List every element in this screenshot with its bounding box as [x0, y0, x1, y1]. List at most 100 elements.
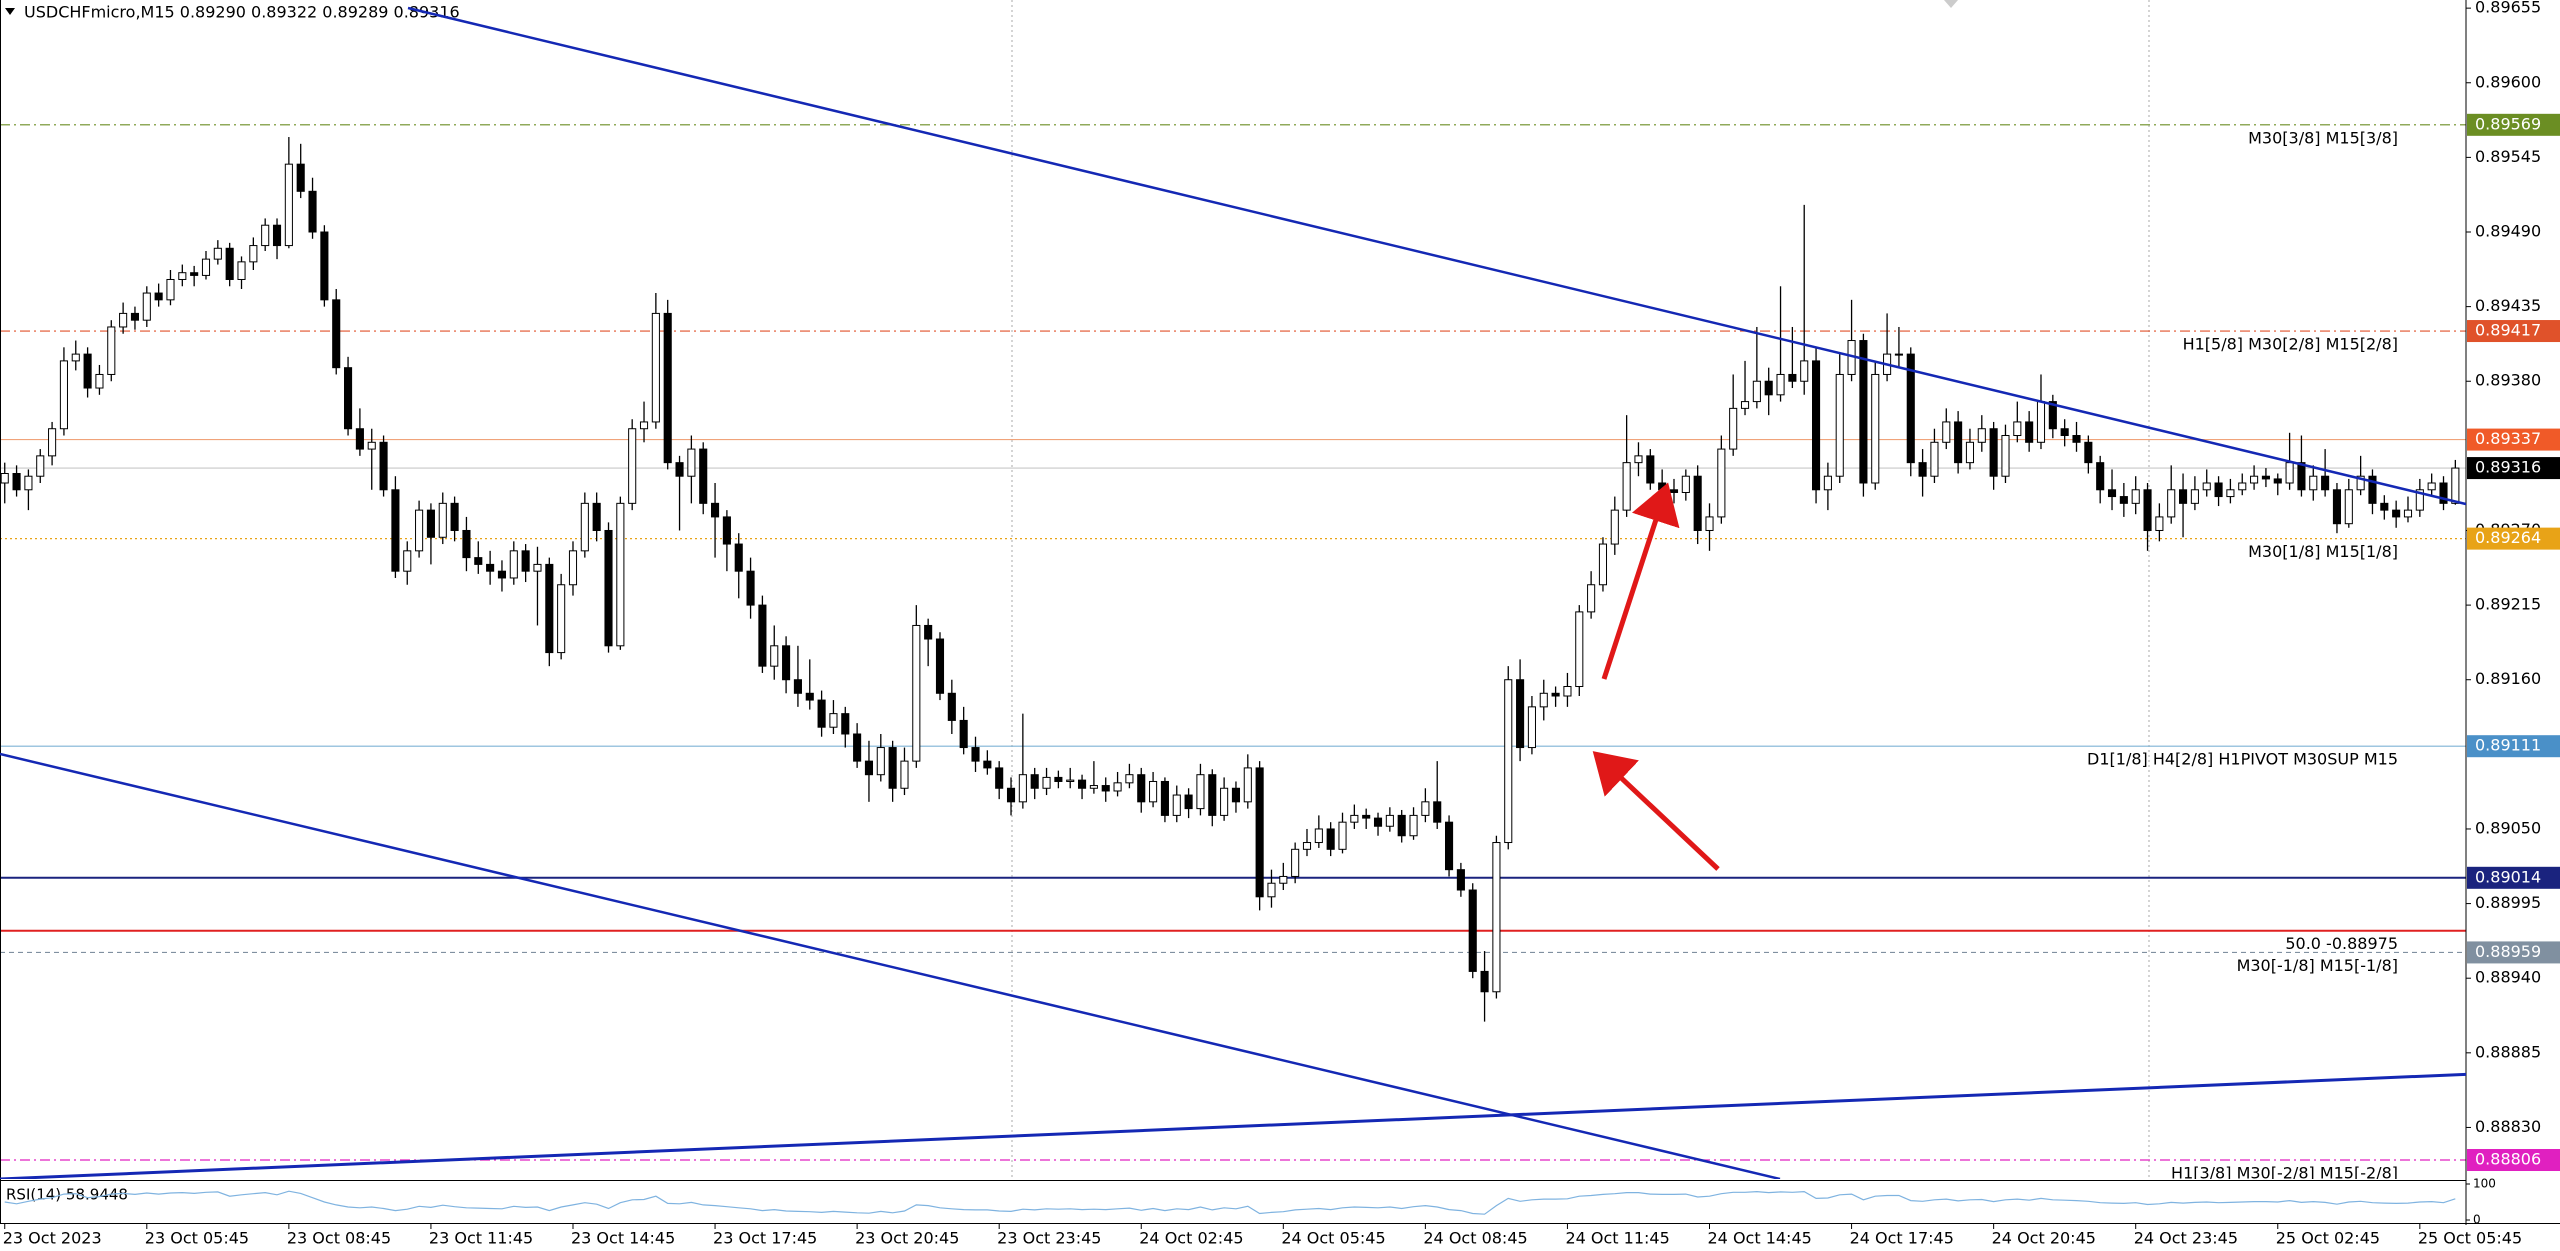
candle-body [1598, 543, 1608, 586]
candle-body [1385, 814, 1394, 827]
level-label: M30[-1/8] M15[-1/8] [2237, 956, 2398, 975]
candle-body [722, 516, 731, 545]
candle-body [1208, 774, 1217, 816]
candle-body [888, 747, 897, 789]
candle-body [1717, 448, 1726, 518]
candle-body [2202, 482, 2211, 491]
candle-body [1243, 767, 1252, 803]
trend-line [0, 1072, 2466, 1179]
candle-body [1989, 428, 1998, 477]
candle-body [1314, 828, 1323, 844]
candle-body [1492, 842, 1501, 993]
candle-body [616, 502, 625, 647]
candle-body [2250, 475, 2259, 484]
candle-body [805, 692, 814, 701]
candle-body [1954, 421, 1963, 464]
candle-body [462, 529, 471, 559]
candle-body [509, 550, 518, 579]
candle-body [36, 455, 45, 477]
candle-body [1776, 373, 1785, 396]
candle-body [639, 421, 649, 430]
candle-body [450, 502, 459, 531]
candle-body [2096, 462, 2105, 491]
candle-body [1835, 373, 1844, 477]
candle-body [734, 543, 743, 572]
candle-body [1125, 774, 1134, 784]
candle-body [1456, 869, 1465, 891]
price-tag-label: 0.89417 [2475, 321, 2541, 340]
candle-body [971, 747, 980, 762]
candle-body [1859, 340, 1868, 484]
candle-body [296, 163, 305, 192]
candle-body [154, 292, 163, 301]
candle-body [1018, 774, 1027, 803]
x-tick-label: 23 Oct 14:45 [571, 1229, 675, 1248]
candle-body [841, 713, 850, 735]
y-tick-label: 0.89435 [2475, 296, 2541, 315]
candle-body [793, 679, 802, 694]
candle-body [2451, 467, 2460, 504]
candle-body [1373, 817, 1383, 827]
candle-body [237, 261, 246, 280]
candle-body [83, 353, 92, 389]
candle-body [1030, 774, 1039, 789]
candle-body [1468, 889, 1477, 972]
candle-body [355, 428, 364, 450]
candle-body [2321, 475, 2330, 491]
candle-body [1172, 794, 1181, 816]
candle-body [426, 509, 435, 538]
level-label: H1[3/8] M30[-2/8] M15[-2/8] [2171, 1164, 2398, 1183]
candle-body [1669, 489, 1679, 493]
x-tick-label: 24 Oct 17:45 [1850, 1229, 1954, 1248]
x-tick-label: 24 Oct 14:45 [1708, 1229, 1812, 1248]
candle-body [1740, 401, 1750, 409]
candle-body [1409, 814, 1418, 837]
x-tick-label: 24 Oct 05:45 [1281, 1229, 1385, 1248]
candle-body [947, 692, 956, 721]
x-tick-label: 23 Oct 08:45 [287, 1229, 391, 1248]
candle-body [1480, 970, 1489, 993]
candle-body [225, 247, 234, 280]
candle-body [2297, 462, 2306, 491]
candle-body [746, 570, 755, 606]
candle-body [1752, 380, 1761, 403]
price-tag-label: 0.89316 [2475, 458, 2541, 477]
candle-body [391, 489, 400, 572]
candle-body [2060, 428, 2069, 437]
candle-body [2001, 435, 2010, 477]
candle-body [2119, 496, 2128, 504]
x-tick-label: 23 Oct 05:45 [145, 1229, 249, 1248]
candle-body [1291, 848, 1300, 877]
scroll-marker [1944, 0, 1958, 8]
candle-body [320, 231, 329, 301]
candle-body [2155, 516, 2164, 531]
candle-body [1539, 692, 1548, 708]
candle-body [557, 584, 566, 654]
candle-body [1267, 882, 1276, 898]
price-tag [2467, 320, 2560, 343]
candle-body [1871, 373, 1880, 484]
price-tag [2467, 1149, 2560, 1172]
x-tick-label: 25 Oct 05:45 [2418, 1229, 2522, 1248]
candle-body [1231, 787, 1241, 803]
rsi-tick-label: 100 [2473, 1177, 2496, 1191]
candle-body [1054, 776, 1063, 782]
candle-body [107, 326, 116, 375]
candle-body [1255, 767, 1264, 898]
candle-body [71, 353, 80, 362]
candle-body [2025, 421, 2034, 443]
rsi-line [4, 1190, 2456, 1215]
candle-body [663, 312, 672, 464]
x-tick-label: 23 Oct 11:45 [429, 1229, 533, 1248]
candle-body [438, 502, 447, 538]
candle-body [995, 767, 1004, 789]
candle-body [59, 360, 68, 430]
price-tag-label: 0.89014 [2475, 867, 2541, 886]
candle-body [2179, 489, 2188, 504]
candle-body [1965, 441, 1975, 464]
candle-body [876, 747, 885, 776]
x-tick-label: 23 Oct 23:45 [997, 1229, 1101, 1248]
candle-body [48, 428, 57, 457]
plot-area: M30[3/8] M15[3/8] H1[5/8] M30[2/8] M15[2/… [0, 0, 2466, 1183]
